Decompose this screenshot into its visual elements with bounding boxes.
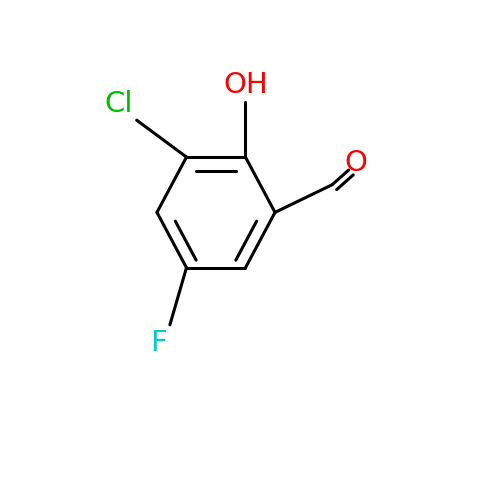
Text: OH: OH: [223, 71, 268, 99]
Text: F: F: [150, 330, 167, 357]
Text: O: O: [345, 148, 367, 177]
Text: Cl: Cl: [104, 90, 133, 117]
